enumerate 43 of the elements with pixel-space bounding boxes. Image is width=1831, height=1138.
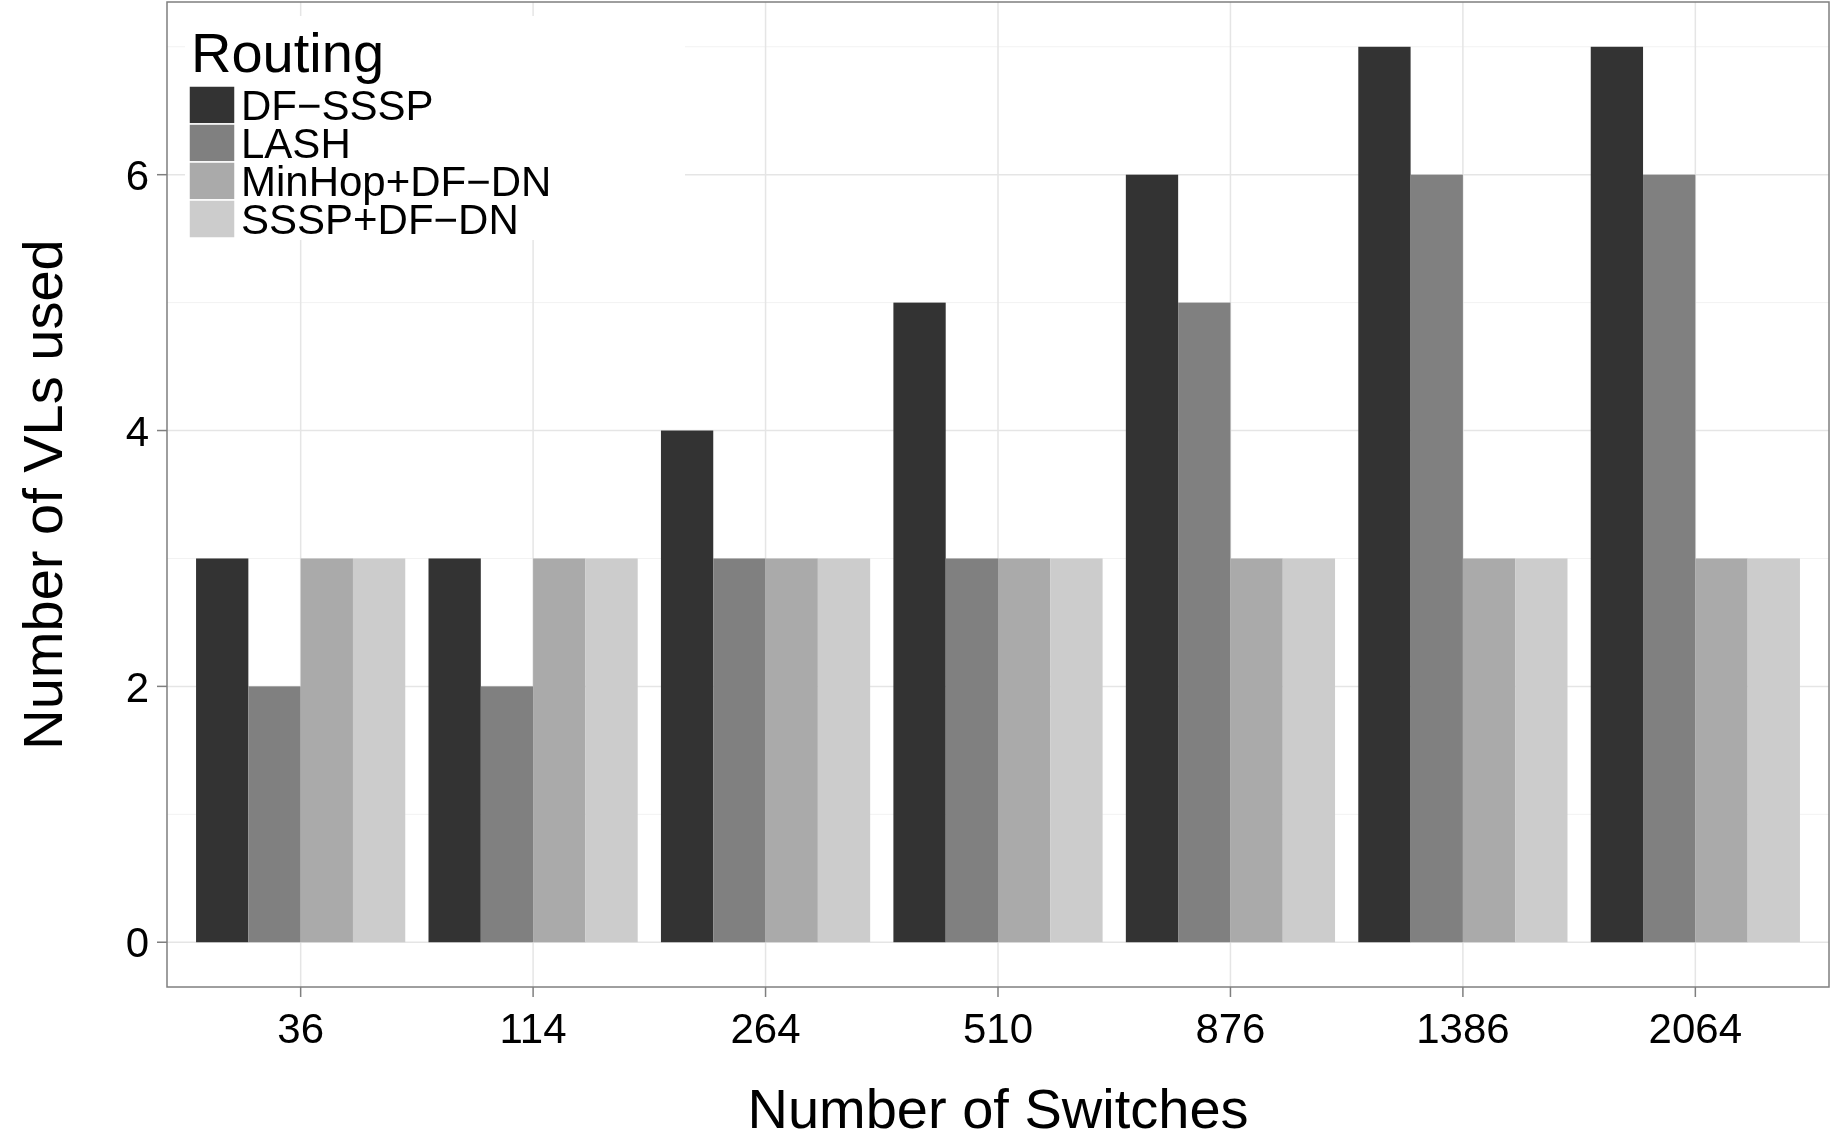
bar [196,558,249,943]
bar [585,558,638,943]
legend-label: MinHop+DF−DN [241,158,552,206]
bar [300,558,353,943]
x-tick-label: 1386 [1416,1005,1510,1052]
bar [713,558,766,943]
x-tick-label: 36 [277,1005,325,1052]
x-tick-label: 2064 [1648,1005,1743,1052]
y-axis-title: Number of VLs used [11,239,74,750]
bar [248,686,301,943]
x-tick-label: 114 [499,1005,567,1052]
x-tick-label: 876 [1195,1005,1266,1052]
bar [1282,558,1336,943]
y-tick-label: 2 [125,663,149,711]
bar [765,558,818,943]
bar [945,558,998,943]
x-tick-label: 510 [962,1005,1034,1052]
bar [1515,558,1568,943]
bar [428,558,481,943]
bar [1050,558,1103,943]
bar [1178,302,1231,943]
legend-title: Routing [191,21,385,84]
bar [817,558,871,943]
x-axis-title: Number of Switches [747,1077,1249,1138]
y-tick-label: 6 [125,151,149,199]
y-tick-label: 4 [125,407,149,455]
bar [1462,558,1516,943]
bar [533,558,586,943]
bar [1358,46,1411,943]
bar [1747,558,1800,943]
bar [1230,558,1283,943]
bar [660,430,714,943]
bar [1410,174,1463,943]
bar [1125,174,1179,943]
bar [1590,46,1644,943]
bar [998,558,1051,943]
x-tick-label: 264 [730,1005,801,1052]
bar [1695,558,1748,943]
bar [893,302,946,943]
bar [1643,174,1696,943]
bar [352,558,406,943]
bar [480,686,534,943]
y-tick-label: 0 [125,919,149,967]
